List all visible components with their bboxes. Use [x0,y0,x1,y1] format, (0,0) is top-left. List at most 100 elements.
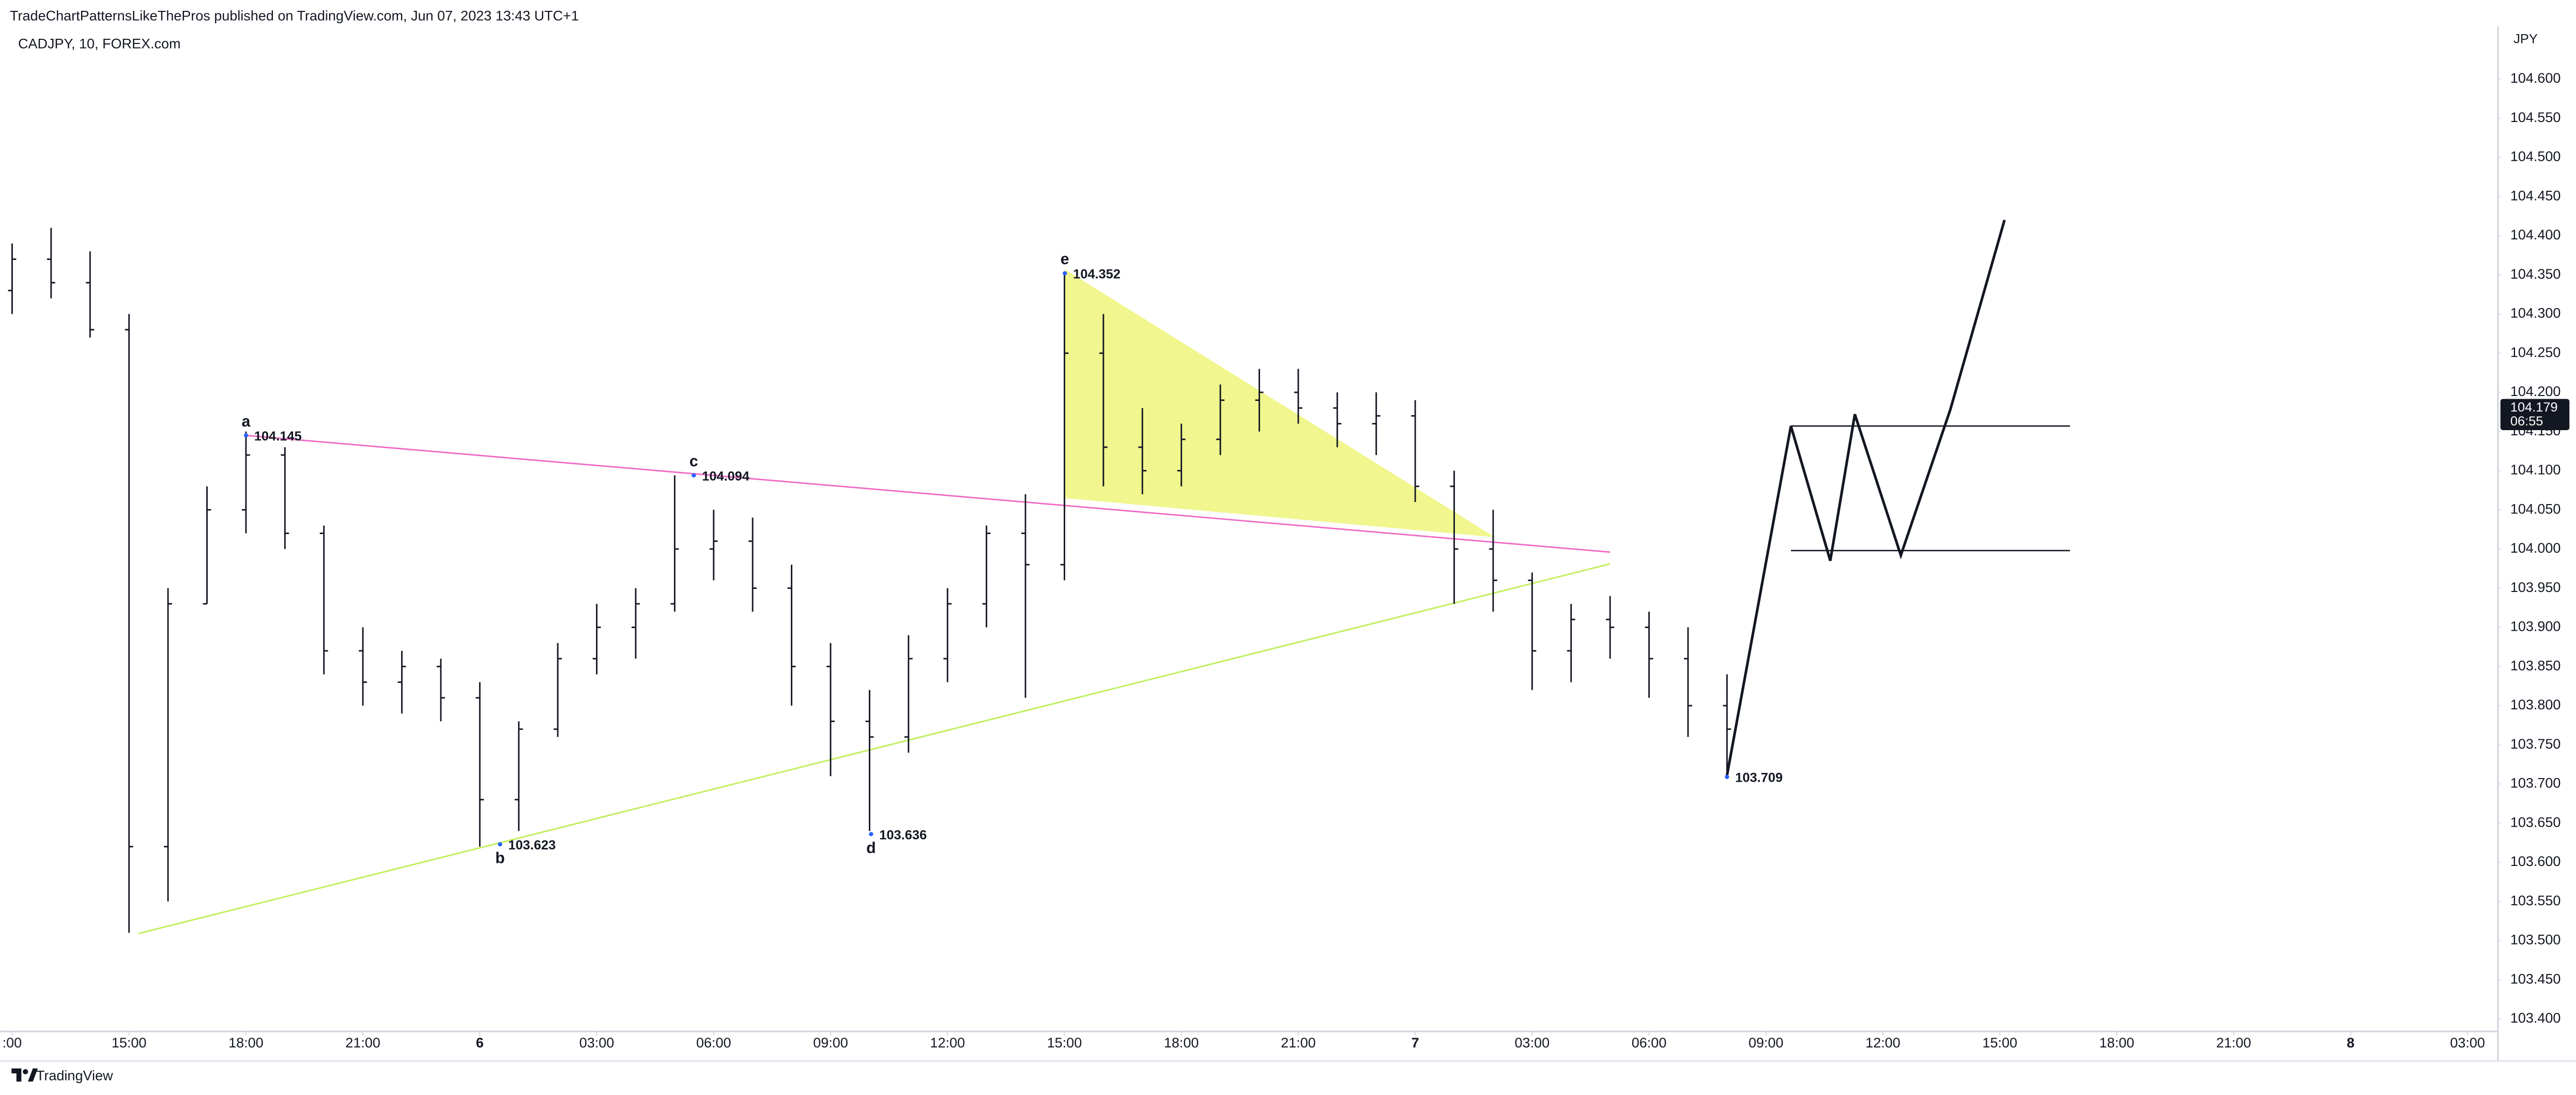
ohlc-bar [476,682,484,847]
last-price-tag [2500,399,2570,431]
ohlc-bar [1255,369,1264,432]
ohlc-bar [1684,627,1692,737]
ohlc-bar [1021,494,1030,698]
header: TradeChartPatternsLikeThePros published … [10,8,579,23]
last-price-value: 104.179 [2510,400,2558,415]
ohlc-bar [8,244,17,314]
footer-brand: TradingView [36,1068,113,1084]
y-tick-label: 103.850 [2510,658,2561,673]
ohlc-bar [47,227,55,299]
x-tick-label: :00 [3,1035,22,1051]
x-tick-label: 15:00 [112,1035,147,1051]
x-tick-label: 12:00 [930,1035,965,1051]
pivot-label: e [1061,251,1069,268]
x-tick-label: 18:00 [1164,1035,1199,1051]
ohlc-bar [1723,674,1731,777]
chart-title: CADJPY, 10, FOREX.com [18,36,181,51]
pivot-point [243,433,249,438]
pivot-price: 104.145 [254,429,302,444]
y-tick-label: 103.400 [2510,1010,2561,1026]
y-tick-label: 104.600 [2510,70,2561,86]
ohlc-bar [241,431,250,534]
ohlc-bar [632,588,640,659]
trendline [246,434,1611,553]
ohlc-bar [1606,596,1615,659]
ohlc-bar [1528,572,1537,690]
y-tick-label: 103.500 [2510,932,2561,948]
x-tick-label: 15:00 [1047,1035,1082,1051]
y-tick-label: 104.200 [2510,384,2561,399]
x-tick-label: 21:00 [2216,1035,2251,1051]
ohlc-bar [787,565,796,706]
x-tick-label: 09:00 [813,1035,848,1051]
ohlc-bar [436,659,445,722]
x-tick-label: 8 [2347,1035,2354,1051]
ohlc-bar [1411,400,1420,503]
x-tick-label: 06:00 [1632,1035,1667,1051]
x-tick-label: 6 [476,1035,484,1051]
ohlc-bar [1099,314,1108,486]
y-tick-label: 104.350 [2510,266,2561,282]
y-tick-label: 103.750 [2510,736,2561,752]
pivot-label: c [689,453,698,470]
x-tick-label: 7 [1412,1035,1419,1051]
pivot-price: 103.709 [1735,771,1783,785]
last-price-countdown: 06:55 [2510,414,2543,429]
ohlc-bar [826,643,835,777]
projection-path [1725,219,2006,776]
pivot-point [1063,271,1067,276]
y-tick-label: 104.500 [2510,149,2561,164]
ohlc-bar [1216,384,1225,455]
ohlc-bar [709,510,718,581]
ohlc-bar [1567,603,1575,682]
x-tick-label: 21:00 [345,1035,380,1051]
ohlc-bar [1060,273,1069,581]
ohlc-bar [281,447,289,549]
ohlc-bar [1489,510,1497,612]
pivot-point [1725,774,1729,779]
pivot-point [498,842,502,847]
ohlc-bar [1333,392,1342,447]
x-tick-label: 03:00 [579,1035,615,1051]
y-tick-label: 104.550 [2510,110,2561,125]
y-tick-label: 103.450 [2510,971,2561,986]
ohlc-bar [125,314,133,933]
y-tick-label: 104.050 [2510,501,2561,516]
tradingview-logo [11,1068,38,1082]
triangle-pattern [1065,269,1495,538]
y-tick-label: 104.300 [2510,306,2561,321]
ohlc-bar [1372,392,1381,455]
plot-area: 103.400 103.450 103.500 103.550 103.600 103.6… [3,70,2570,1051]
ohlc-bar [319,525,328,675]
y-tick-label: 104.400 [2510,227,2561,242]
y-tick-label: 104.250 [2510,344,2561,360]
ohlc-bar [86,251,95,338]
x-tick-label: 18:00 [228,1035,264,1051]
pivot-point [869,832,873,837]
x-tick-label: 18:00 [2099,1035,2135,1051]
pivot-point [692,473,696,478]
ohlc-bar [1138,408,1147,494]
ohlc-bar [1177,423,1186,486]
ohlc-bar [554,643,562,737]
y-tick-label: 103.900 [2510,619,2561,634]
ohlc-bar [397,650,406,714]
ohlc-bar [359,627,367,706]
pivot-price: 104.094 [702,469,749,483]
y-tick-label: 104.450 [2510,188,2561,203]
ohlc-bar [1294,369,1302,424]
x-tick-label: 03:00 [2450,1035,2485,1051]
ohlc-bar [164,588,173,902]
pivot-label: a [241,413,250,430]
currency-label: JPY [2513,32,2538,47]
pivot-price: 104.352 [1073,267,1121,282]
y-tick-label: 104.000 [2510,540,2561,556]
ohlc-bar [592,603,601,675]
ohlc-bar [1450,470,1459,604]
ohlc-bar [203,486,211,605]
pivot-price: 103.636 [879,828,927,842]
x-tick-label: 03:00 [1515,1035,1550,1051]
x-tick-label: 21:00 [1281,1035,1316,1051]
